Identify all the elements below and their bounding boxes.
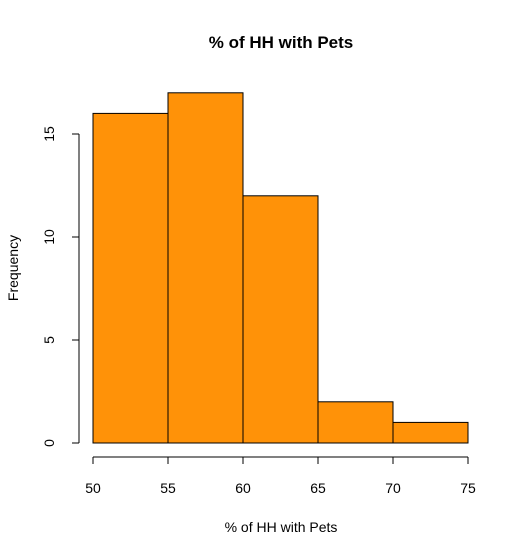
x-axis: 50 55 60 65 70 75 [85, 456, 476, 496]
histogram-bar-3 [317, 401, 394, 444]
histogram-bar-2 [242, 195, 319, 444]
y-axis: 0 5 10 15 [41, 126, 80, 447]
x-tick-label: 60 [235, 480, 251, 496]
x-tick-label: 70 [385, 480, 401, 496]
x-tick-label: 50 [85, 480, 101, 496]
histogram-bar-0 [92, 112, 169, 444]
x-tick-label: 75 [460, 480, 476, 496]
chart-title: % of HH with Pets [209, 33, 354, 52]
x-tick-label: 55 [160, 480, 176, 496]
y-axis-label: Frequency [5, 235, 21, 301]
histogram-bar-1 [167, 92, 244, 444]
y-tick-label: 0 [41, 439, 57, 447]
y-tick-label: 5 [41, 336, 57, 344]
y-tick-label: 15 [41, 126, 57, 142]
x-tick-label: 65 [310, 480, 326, 496]
bars-group [92, 92, 469, 444]
x-axis-label: % of HH with Pets [225, 519, 338, 535]
y-tick-label: 10 [41, 229, 57, 245]
histogram-bar-4 [392, 421, 469, 444]
